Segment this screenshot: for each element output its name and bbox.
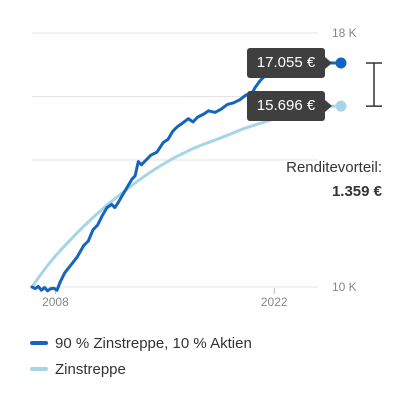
legend-item-series-2[interactable]: Zinstreppe	[30, 356, 390, 382]
legend-swatch	[30, 367, 48, 371]
callout-pointer	[325, 100, 332, 113]
difference-bracket	[366, 62, 382, 107]
end-value-callout-series-2: 15.696 €	[247, 91, 332, 122]
legend-label: 90 % Zinstreppe, 10 % Aktien	[55, 334, 252, 352]
end-value-callout-series-1: 17.055 €	[247, 48, 332, 78]
x-axis: 2008 2022	[42, 288, 288, 309]
end-value-label-series-1: 17.055 €	[256, 54, 316, 71]
series-line-1	[30, 61, 309, 293]
series-end-marker-2	[335, 100, 347, 112]
legend-swatch	[30, 341, 48, 345]
y-tick-label: 18 K	[332, 26, 357, 40]
series-line-2	[30, 104, 309, 289]
x-tick-label: 2008	[42, 295, 69, 309]
legend-label: Zinstreppe	[55, 360, 126, 378]
y-tick-label: 10 K	[332, 280, 357, 294]
callout-pointer	[325, 57, 332, 69]
yield-advantage-box: Renditevorteil: 1.359 €	[262, 156, 382, 204]
yield-advantage-value: 1.359 €	[331, 183, 382, 200]
legend-item-series-1[interactable]: 90 % Zinstreppe, 10 % Aktien	[30, 330, 390, 356]
yield-advantage-label: Renditevorteil:	[286, 159, 382, 176]
end-value-label-series-2: 15.696 €	[256, 97, 316, 115]
series-layer	[30, 61, 309, 293]
x-tick-label: 2022	[261, 295, 288, 309]
chart-legend: 90 % Zinstreppe, 10 % Aktien Zinstreppe	[30, 330, 390, 382]
series-end-marker-1	[335, 57, 347, 69]
grid-layer: 10 K 18 K	[32, 26, 357, 294]
chart-area: 10 K 18 K 2008 2022 17.055 € 15.696 € Rend…	[30, 26, 382, 309]
